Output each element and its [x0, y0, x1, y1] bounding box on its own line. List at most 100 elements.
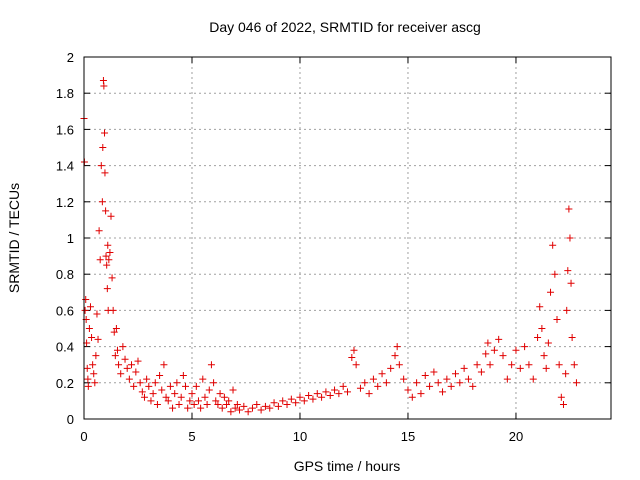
data-point [186, 397, 194, 405]
y-tick-label: 1 [67, 231, 74, 246]
data-point [182, 382, 190, 390]
data-point [97, 162, 105, 170]
data-point [547, 288, 555, 296]
data-point [464, 375, 472, 383]
x-tick-label: 0 [80, 429, 87, 444]
data-point [117, 370, 125, 378]
data-point [326, 391, 334, 399]
data-point [101, 169, 109, 177]
data-point [567, 279, 575, 287]
data-point [296, 393, 304, 401]
data-point [216, 390, 224, 398]
data-point [521, 343, 529, 351]
data-point [365, 390, 373, 398]
data-point [562, 370, 570, 378]
data-point [84, 382, 92, 390]
data-point [477, 368, 485, 376]
data-point [203, 401, 211, 409]
data-point [417, 390, 425, 398]
data-point [199, 375, 207, 383]
x-tick-label: 15 [401, 429, 415, 444]
data-point [553, 315, 561, 323]
data-point [119, 343, 127, 351]
data-point [382, 379, 390, 387]
data-point [91, 379, 99, 387]
data-point [391, 352, 399, 360]
data-point [244, 408, 252, 416]
y-tick-label: 1.2 [56, 195, 74, 210]
data-point [151, 379, 159, 387]
data-point [177, 393, 185, 401]
data-point [270, 399, 278, 407]
data-point [102, 252, 110, 260]
data-point [100, 82, 108, 90]
data-point [283, 401, 291, 409]
data-point [482, 350, 490, 358]
data-point [109, 306, 117, 314]
data-point [544, 339, 552, 347]
data-point [92, 352, 100, 360]
data-point [499, 352, 507, 360]
data-point [469, 382, 477, 390]
data-point [434, 379, 442, 387]
data-point [484, 339, 492, 347]
data-point [564, 267, 572, 275]
data-point [107, 212, 115, 220]
data-point [240, 402, 248, 410]
data-point [197, 404, 205, 412]
data-point [225, 397, 233, 405]
data-point [81, 306, 89, 314]
data-point [313, 390, 321, 398]
data-point [460, 364, 468, 372]
data-point [201, 393, 209, 401]
data-point [400, 375, 408, 383]
data-point [261, 402, 269, 410]
data-point [210, 379, 218, 387]
data-point [98, 198, 106, 206]
data-point [153, 401, 161, 409]
chart-title: Day 046 of 2022, SRMTID for receiver asc… [209, 19, 481, 35]
data-point [503, 375, 511, 383]
data-point [335, 390, 343, 398]
y-tick-label: 0.8 [56, 267, 74, 282]
data-point [85, 325, 93, 332]
data-point [361, 379, 369, 387]
data-point [516, 364, 524, 372]
data-point [369, 375, 377, 383]
data-point [104, 241, 112, 249]
data-point [572, 379, 580, 387]
data-point [128, 361, 136, 369]
data-point [82, 296, 90, 304]
data-point [538, 325, 546, 332]
data-point [147, 397, 155, 405]
x-tick-label: 20 [509, 429, 523, 444]
data-point [456, 379, 464, 387]
data-point [344, 388, 351, 396]
data-point [115, 361, 123, 369]
data-point [287, 395, 295, 403]
y-axis-title: SRMTID / TECUs [6, 183, 22, 293]
data-point [486, 361, 494, 369]
data-point [96, 256, 104, 264]
data-point [194, 397, 202, 405]
data-point [220, 393, 228, 401]
data-point [540, 352, 548, 360]
data-point [138, 388, 146, 396]
y-tick-label: 2 [67, 50, 74, 65]
data-point [227, 408, 235, 416]
data-point [108, 274, 116, 282]
data-point [162, 393, 170, 401]
data-point [143, 375, 151, 383]
data-point [318, 393, 326, 401]
y-tick-label: 0 [67, 412, 74, 427]
data-point [279, 397, 287, 405]
data-point [309, 395, 317, 403]
data-point [395, 361, 403, 369]
data-point [393, 343, 401, 351]
data-point [110, 328, 118, 336]
data-point [426, 382, 434, 390]
data-point [565, 205, 573, 213]
data-point [439, 388, 447, 396]
plot-frame [83, 56, 612, 420]
data-point [536, 303, 544, 311]
